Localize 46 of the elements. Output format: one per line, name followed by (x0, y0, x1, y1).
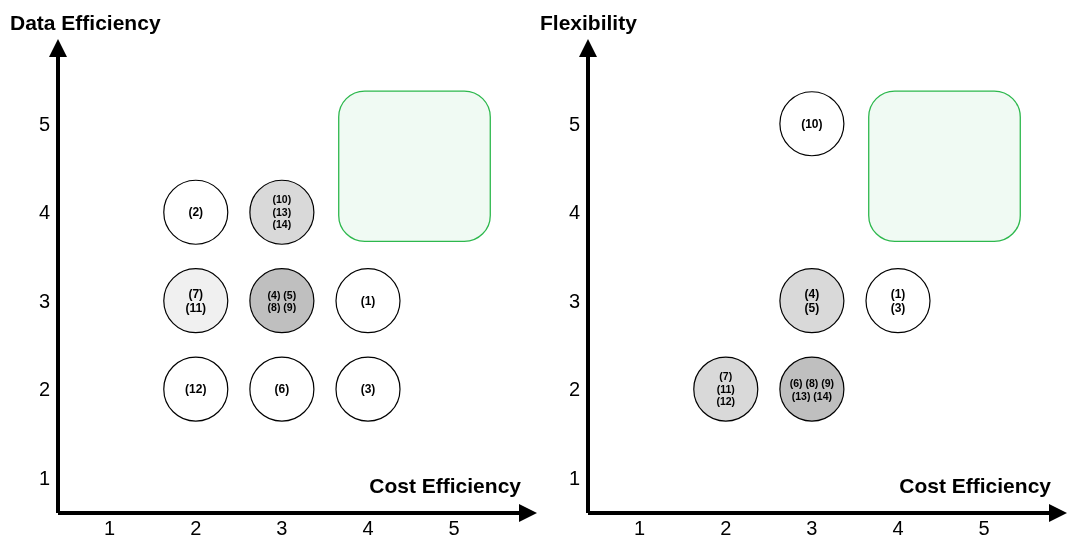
x-tick-label: 3 (276, 517, 288, 540)
y-axis-title: Flexibility (540, 11, 638, 34)
annotation: (7) (11) (185, 286, 207, 315)
annotation: (4) (5) (8) (9) (267, 288, 297, 314)
point (163, 268, 229, 334)
y-tick-label: 2 (38, 378, 50, 401)
point (779, 91, 845, 157)
x-tick-label: 1 (634, 517, 646, 540)
x-tick-label: 3 (806, 517, 818, 540)
annotation: (10) (13) (14) (272, 193, 292, 231)
y-axis-title: Data Efficiency (10, 11, 161, 34)
annotation: (3) (360, 382, 376, 397)
annotation: (12) (185, 382, 207, 397)
x-tick-label: 2 (720, 517, 732, 540)
annotation: (6) (274, 382, 290, 397)
annotation: (2) (188, 205, 204, 220)
annotation: (10) (801, 116, 823, 131)
annotation: (4) (5) (804, 286, 820, 315)
point (779, 268, 845, 334)
annotation: (6) (8) (9) (13) (14) (789, 376, 835, 402)
y-tick-label: 2 (568, 378, 580, 401)
point (865, 268, 931, 334)
point (335, 356, 401, 422)
y-tick-label: 4 (568, 201, 580, 224)
y-tick-label: 1 (568, 466, 580, 489)
x-tick-label: 2 (190, 517, 202, 540)
annotation: (1) (3) (890, 286, 906, 315)
point (163, 356, 229, 422)
point (163, 179, 229, 245)
x-tick-label: 5 (448, 517, 460, 540)
point (335, 268, 401, 334)
x-tick-label: 1 (104, 517, 116, 540)
x-tick-label: 4 (892, 517, 904, 540)
x-axis-title: Cost Efficiency (369, 474, 522, 497)
annotation: (7) (11) (12) (716, 370, 736, 408)
annotation: (1) (360, 293, 376, 308)
y-tick-label: 3 (568, 289, 580, 312)
y-tick-label: 5 (568, 112, 580, 135)
y-tick-label: 4 (38, 201, 50, 224)
x-tick-label: 5 (978, 517, 990, 540)
x-axis-title: Cost Efficiency (899, 474, 1052, 497)
y-tick-label: 5 (38, 112, 50, 135)
y-tick-label: 1 (38, 466, 50, 489)
y-tick-label: 3 (38, 289, 50, 312)
point (249, 356, 315, 422)
x-tick-label: 4 (362, 517, 374, 540)
